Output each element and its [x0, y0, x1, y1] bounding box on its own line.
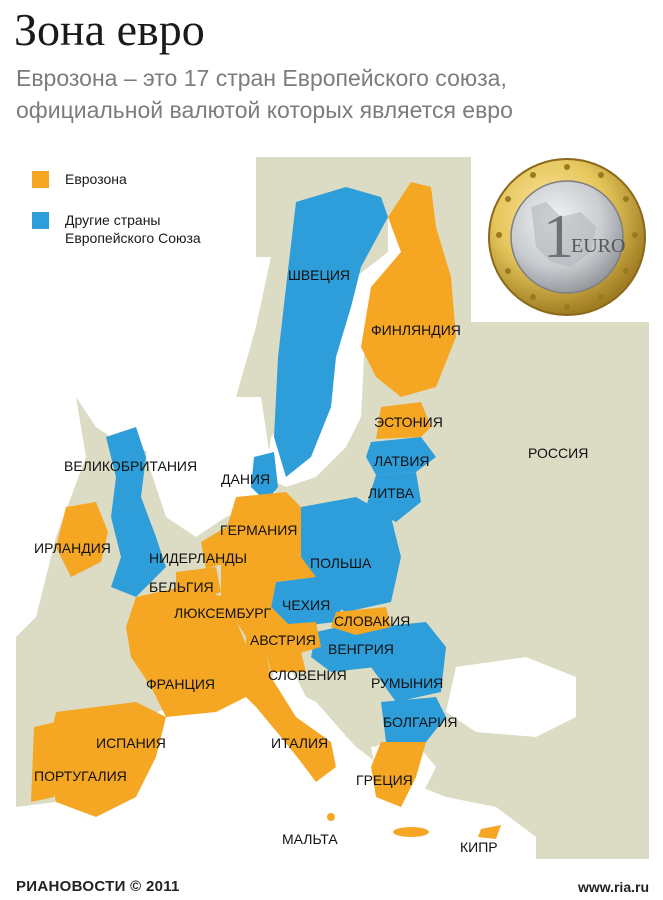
- label-latvia: ЛАТВИЯ: [374, 453, 430, 469]
- austria-shape: [246, 622, 321, 657]
- turkey-land: [456, 737, 649, 827]
- label-hungary: ВЕНГРИЯ: [328, 641, 394, 657]
- label-estonia: ЭСТОНИЯ: [374, 414, 443, 430]
- portugal-shape: [31, 722, 56, 802]
- label-cyprus: КИПР: [460, 839, 498, 855]
- label-greece: ГРЕЦИЯ: [356, 772, 413, 788]
- balkans-land: [306, 647, 396, 747]
- footer-brand: РИАНОВОСТИ © 2011: [16, 878, 180, 895]
- other-eu-swatch: [32, 212, 49, 229]
- black-sea: [446, 657, 576, 737]
- slovakia-shape: [331, 607, 391, 635]
- label-belgium: БЕЛЬГИЯ: [149, 579, 214, 595]
- estonia-shape: [376, 402, 431, 439]
- adriatic-sea: [271, 657, 336, 757]
- denmark-shape: [251, 452, 278, 502]
- label-slovenia: СЛОВЕНИЯ: [268, 667, 347, 683]
- germany-shape: [221, 492, 316, 637]
- label-poland: ПОЛЬША: [310, 555, 372, 571]
- poland-shape: [301, 497, 401, 612]
- label-bulgaria: БОЛГАРИЯ: [383, 714, 458, 730]
- label-czechia: ЧЕХИЯ: [282, 597, 331, 613]
- euro-coin: 1 EURO: [471, 157, 649, 322]
- legend-item-eurozone: Еврозона: [32, 170, 245, 188]
- netherlands-shape: [201, 527, 228, 569]
- page-subtitle: Еврозона – это 17 стран Европейского сою…: [16, 65, 513, 123]
- footer-url[interactable]: www.ria.ru: [577, 879, 649, 895]
- label-portugal: ПОРТУГАЛИЯ: [34, 768, 127, 784]
- europe-map: ШВЕЦИЯ ФИНЛЯНДИЯ ЭСТОНИЯ ЛАТВИЯ ЛИТВА РО…: [16, 157, 649, 859]
- label-slovakia: СЛОВАКИЯ: [334, 613, 411, 629]
- atlantic-sea: [16, 257, 271, 637]
- map-shapes: [16, 157, 649, 859]
- label-finland: ФИНЛЯНДИЯ: [371, 322, 461, 338]
- legend-label-eurozone: Еврозона: [65, 171, 127, 187]
- crete-shape: [393, 827, 429, 837]
- czechia-shape: [271, 577, 346, 627]
- label-ireland: ИРЛАНДИЯ: [34, 540, 111, 556]
- label-spain: ИСПАНИЯ: [96, 735, 166, 751]
- label-sweden: ШВЕЦИЯ: [288, 267, 351, 283]
- legend-label-other-eu: Другие страны Европейского Союза: [65, 212, 201, 246]
- label-uk: ВЕЛИКОБРИТАНИЯ: [64, 458, 198, 474]
- spain-shape: [46, 702, 166, 817]
- malta-shape: [327, 813, 335, 821]
- label-luxembourg: ЛЮКСЕМБУРГ: [174, 605, 272, 621]
- hungary-shape: [311, 622, 386, 672]
- label-france: ФРАНЦИЯ: [146, 676, 216, 692]
- sweden-shape: [274, 187, 388, 477]
- france-shape: [126, 587, 251, 717]
- map-legend: Еврозона Другие страны Европейского Союз…: [16, 157, 256, 261]
- italy-shape: [231, 652, 336, 782]
- label-denmark: ДАНИЯ: [221, 471, 271, 487]
- label-lithuania: ЛИТВА: [368, 485, 415, 501]
- label-malta: МАЛЬТА: [282, 831, 338, 847]
- label-russia: РОССИЯ: [528, 445, 589, 461]
- greece-shape: [371, 742, 426, 807]
- ria-logo: РИАНОВОСТИ: [16, 878, 126, 895]
- cyprus-shape: [478, 825, 501, 839]
- label-germany: ГЕРМАНИЯ: [220, 522, 298, 538]
- lithuania-shape: [366, 472, 421, 522]
- label-italy: ИТАЛИЯ: [271, 735, 329, 751]
- slovenia-shape: [266, 652, 306, 672]
- bulgaria-shape: [381, 697, 446, 742]
- ireland-shape: [56, 502, 108, 577]
- romania-shape: [371, 622, 446, 702]
- latvia-shape: [366, 437, 436, 475]
- label-romania: РУМЫНИЯ: [371, 675, 444, 691]
- copyright: © 2011: [130, 878, 180, 895]
- coin-value: 1: [543, 203, 574, 271]
- legend-item-other-eu: Другие страны Европейского Союза: [32, 211, 245, 247]
- uk-shape: [106, 427, 166, 597]
- page-title: Зона евро: [14, 4, 205, 55]
- label-austria: АВСТРИЯ: [250, 632, 316, 648]
- eurozone-swatch: [32, 171, 49, 188]
- label-netherlands: НИДЕРЛАНДЫ: [149, 550, 248, 566]
- coin-text: EURO: [571, 235, 625, 257]
- finland-shape: [361, 182, 456, 397]
